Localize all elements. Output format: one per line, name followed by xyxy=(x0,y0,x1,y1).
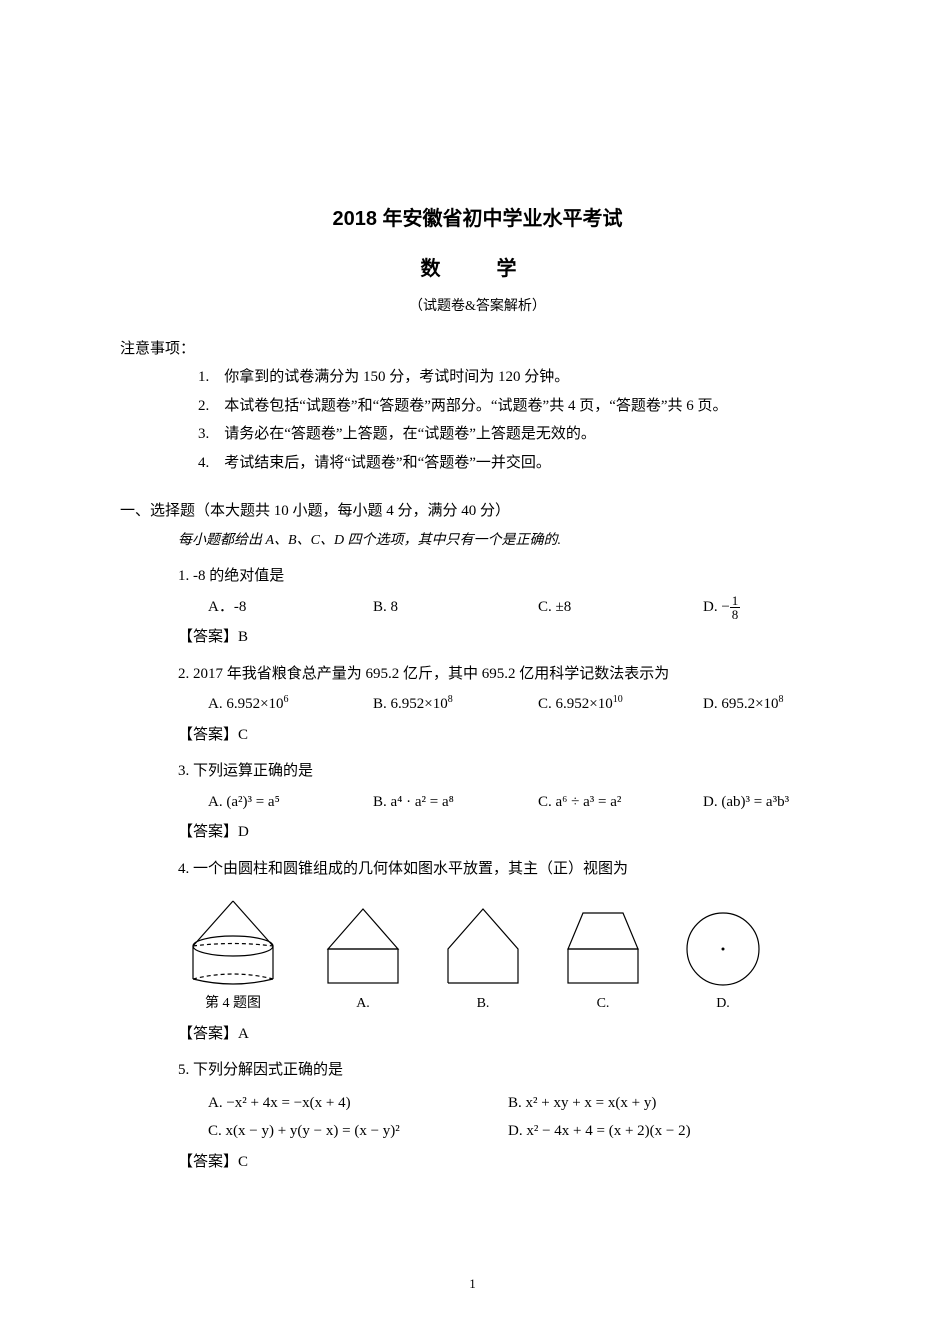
exam-page: 2018 年安徽省初中学业水平考试 数 学 （试题卷&答案解析） 注意事项： 1… xyxy=(0,0,945,1337)
q3-stem: 3. 下列运算正确的是 xyxy=(178,757,835,786)
q1-opt-c: C. ±8 xyxy=(538,593,703,622)
q2-opt-d-exp: 8 xyxy=(779,694,784,705)
q2-opt-b-exp: 8 xyxy=(448,694,453,705)
q2-opt-a: A. 6.952×106 xyxy=(208,690,373,719)
q1-opt-d-prefix: D. − xyxy=(703,599,730,615)
q4-figure-label: 第 4 题图 xyxy=(205,991,261,1018)
exam-title: 2018 年安徽省初中学业水平考试 xyxy=(120,200,835,238)
question-3: 3. 下列运算正确的是 A. (a²)³ = a⁵ B. a⁴ · a² = a… xyxy=(178,757,835,847)
q2-opt-b: B. 6.952×108 xyxy=(373,690,538,719)
q2-opt-a-base: A. 6.952×10 xyxy=(208,696,284,712)
fraction-icon: 18 xyxy=(730,594,741,621)
q1-opt-d-num: 1 xyxy=(730,594,741,608)
section-1-header: 一、选择题（本大题共 10 小题，每小题 4 分，满分 40 分） xyxy=(120,497,835,526)
page-number: 1 xyxy=(0,1272,945,1297)
front-view-b-icon xyxy=(438,901,528,991)
q3-opt-c: C. a⁶ ÷ a³ = a² xyxy=(538,788,703,817)
q4-figure: 第 4 题图 xyxy=(178,891,288,1018)
q2-opt-d: D. 695.2×108 xyxy=(703,690,784,719)
notice-item-3: 3. 请务必在“答题卷”上答题，在“试题卷”上答题是无效的。 xyxy=(198,420,835,449)
q5-opt-c: C. x(x − y) + y(y − x) = (x − y)² xyxy=(208,1117,508,1146)
section-1-note: 每小题都给出 A、B、C、D 四个选项，其中只有一个是正确的. xyxy=(178,528,835,555)
q3-opt-b: B. a⁴ · a² = a⁸ xyxy=(373,788,538,817)
notice-list: 1. 你拿到的试卷满分为 150 分，考试时间为 120 分钟。 2. 本试卷包… xyxy=(198,363,835,477)
q2-opt-c: C. 6.952×1010 xyxy=(538,690,703,719)
exam-subtitle: （试题卷&答案解析） xyxy=(120,294,835,321)
q2-stem: 2. 2017 年我省粮食总产量为 695.2 亿斤，其中 695.2 亿用科学… xyxy=(178,660,835,689)
q5-options: A. −x² + 4x = −x(x + 4) B. x² + xy + x =… xyxy=(208,1089,835,1146)
question-4: 4. 一个由圆柱和圆锥组成的几何体如图水平放置，其主（正）视图为 第 4 题图 xyxy=(178,855,835,1049)
q1-stem: 1. -8 的绝对值是 xyxy=(178,562,835,591)
q4-opt-b-label: B. xyxy=(477,991,490,1018)
front-view-a-icon xyxy=(318,901,408,991)
q3-opt-a: A. (a²)³ = a⁵ xyxy=(208,788,373,817)
q5-opt-d: D. x² − 4x + 4 = (x + 2)(x − 2) xyxy=(508,1117,691,1146)
q5-stem: 5. 下列分解因式正确的是 xyxy=(178,1056,835,1085)
q2-opt-d-base: D. 695.2×10 xyxy=(703,696,779,712)
q4-opt-c-figure: C. xyxy=(558,901,648,1018)
q1-opt-d-den: 8 xyxy=(730,608,741,621)
q4-figure-row: 第 4 题图 A. B. xyxy=(178,891,835,1018)
q4-answer: 【答案】A xyxy=(178,1020,835,1049)
q4-opt-a-label: A. xyxy=(356,991,370,1018)
q4-opt-d-label: D. xyxy=(716,991,730,1018)
q3-opt-d: D. (ab)³ = a³b³ xyxy=(703,788,789,817)
question-5: 5. 下列分解因式正确的是 A. −x² + 4x = −x(x + 4) B.… xyxy=(178,1056,835,1176)
q2-opt-a-exp: 6 xyxy=(284,694,289,705)
front-view-d-icon xyxy=(678,901,768,991)
notice-item-2: 2. 本试卷包括“试题卷”和“答题卷”两部分。“试题卷”共 4 页，“答题卷”共… xyxy=(198,392,835,421)
q2-opt-c-exp: 10 xyxy=(613,694,623,705)
q1-options: A．-8 B. 8 C. ±8 D. −18 xyxy=(208,593,835,622)
q1-opt-d: D. −18 xyxy=(703,593,740,622)
front-view-c-icon xyxy=(558,901,648,991)
q5-opt-a: A. −x² + 4x = −x(x + 4) xyxy=(208,1089,508,1118)
q4-opt-b-figure: B. xyxy=(438,901,528,1018)
q1-opt-a: A．-8 xyxy=(208,593,373,622)
q4-opt-c-label: C. xyxy=(597,991,610,1018)
exam-subject: 数 学 xyxy=(120,250,835,288)
question-2: 2. 2017 年我省粮食总产量为 695.2 亿斤，其中 695.2 亿用科学… xyxy=(178,660,835,750)
notice-item-1: 1. 你拿到的试卷满分为 150 分，考试时间为 120 分钟。 xyxy=(198,363,835,392)
q1-answer: 【答案】B xyxy=(178,623,835,652)
q4-opt-a-figure: A. xyxy=(318,901,408,1018)
q2-opt-b-base: B. 6.952×10 xyxy=(373,696,448,712)
solid-icon xyxy=(178,891,288,991)
q5-opt-b: B. x² + xy + x = x(x + y) xyxy=(508,1089,656,1118)
notice-item-4: 4. 考试结束后，请将“试题卷”和“答题卷”一并交回。 xyxy=(198,449,835,478)
q3-options: A. (a²)³ = a⁵ B. a⁴ · a² = a⁸ C. a⁶ ÷ a³… xyxy=(208,788,835,817)
q2-opt-c-base: C. 6.952×10 xyxy=(538,696,613,712)
q4-stem: 4. 一个由圆柱和圆锥组成的几何体如图水平放置，其主（正）视图为 xyxy=(178,855,835,884)
q1-opt-b: B. 8 xyxy=(373,593,538,622)
q5-answer: 【答案】C xyxy=(178,1148,835,1177)
q2-options: A. 6.952×106 B. 6.952×108 C. 6.952×1010 … xyxy=(208,690,835,719)
notice-label: 注意事项： xyxy=(120,335,835,364)
q3-answer: 【答案】D xyxy=(178,818,835,847)
q2-answer: 【答案】C xyxy=(178,721,835,750)
q4-opt-d-figure: D. xyxy=(678,901,768,1018)
question-1: 1. -8 的绝对值是 A．-8 B. 8 C. ±8 D. −18 【答案】B xyxy=(178,562,835,652)
